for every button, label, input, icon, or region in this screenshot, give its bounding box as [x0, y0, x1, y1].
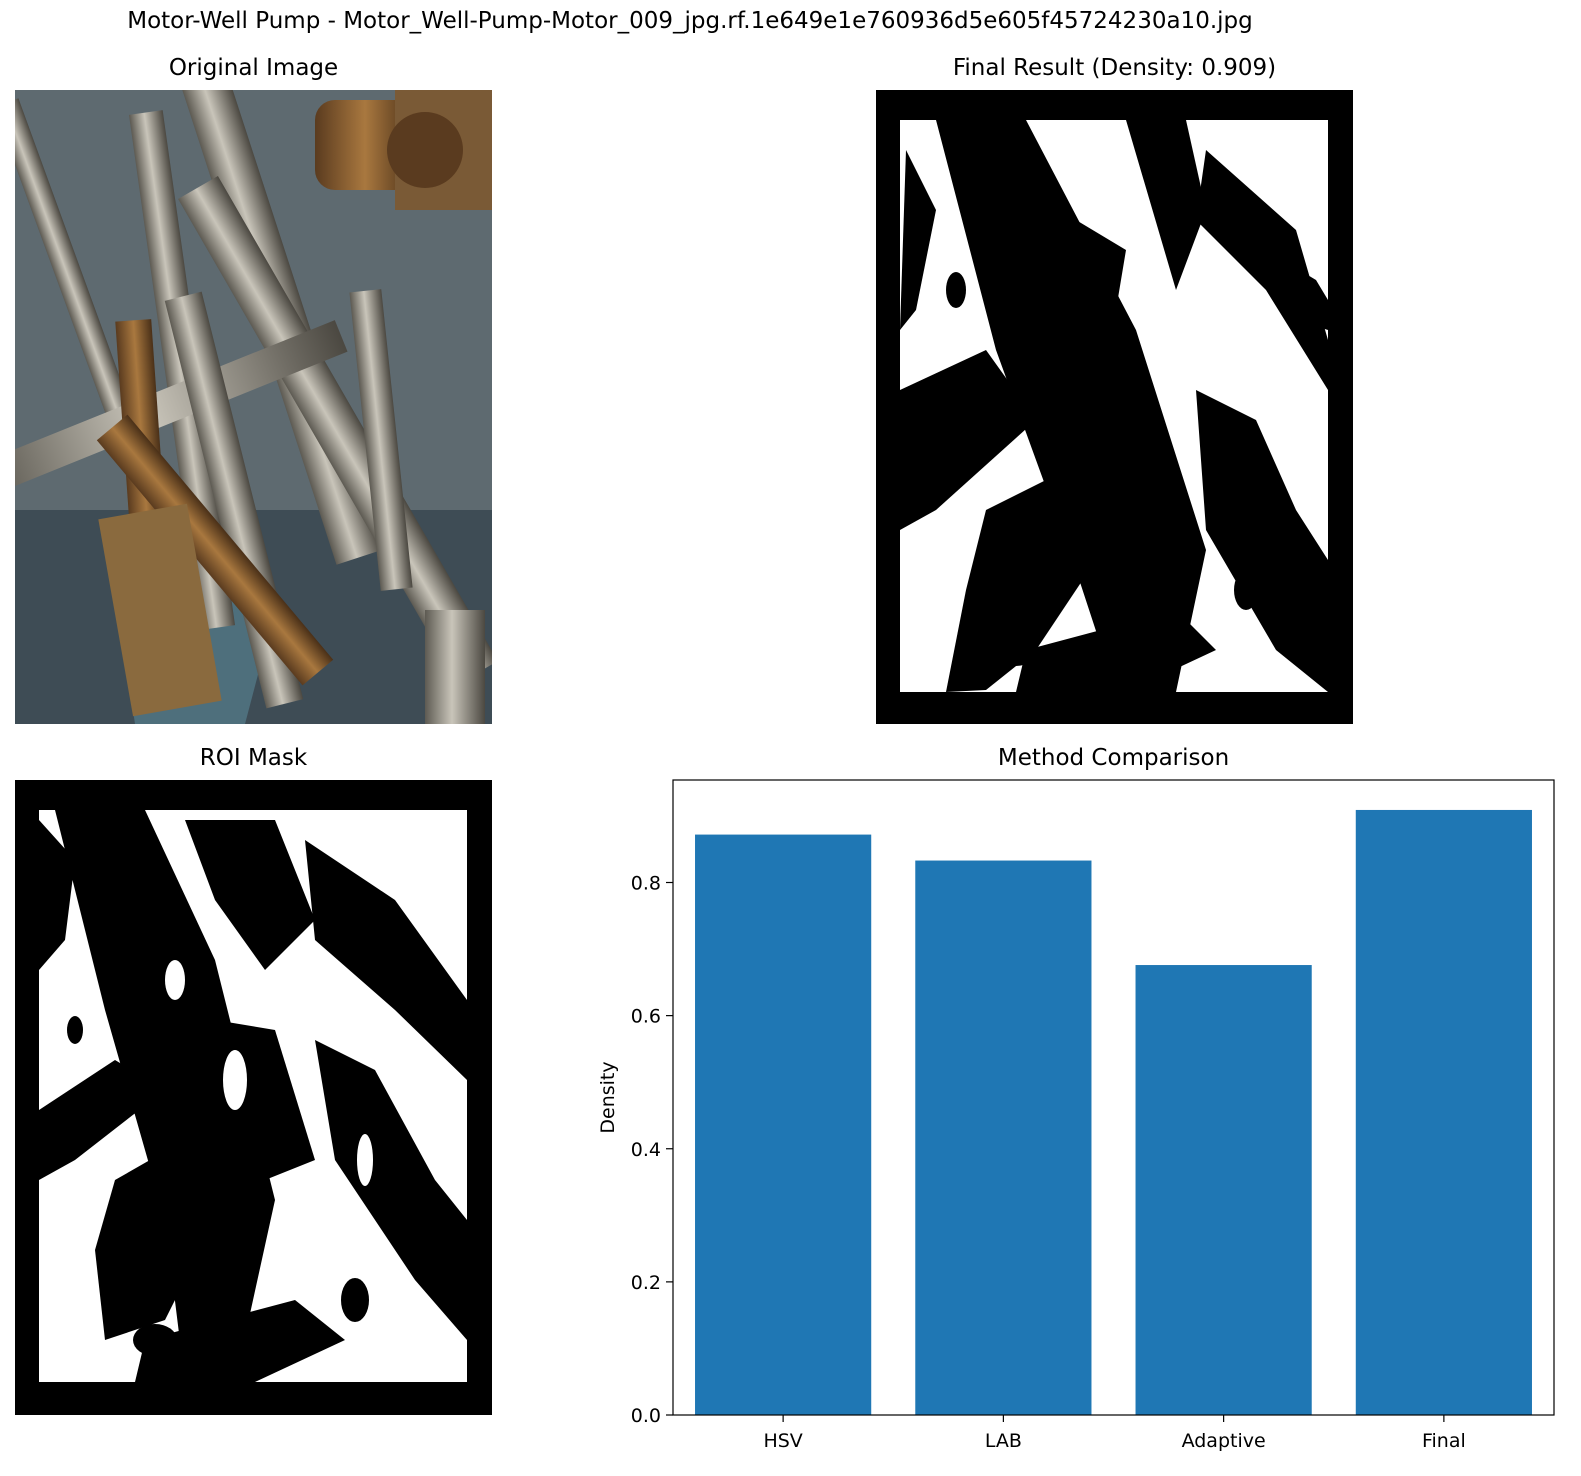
chart-axes-frame — [672, 779, 1555, 1416]
roi-mask — [15, 780, 492, 1415]
y-tick-label: 0.8 — [631, 873, 661, 895]
chart-title: Method Comparison — [997, 745, 1230, 771]
figure-suptitle: Motor-Well Pump - Motor_Well-Pump-Motor_… — [127, 8, 1253, 34]
roi-mask-title: ROI Mask — [199, 745, 308, 771]
scrap-pipes-photo — [15, 90, 492, 724]
original-image-title: Original Image — [168, 55, 339, 81]
original-image — [15, 90, 492, 724]
roi-mask-image — [15, 780, 492, 1415]
final-result-mask — [876, 90, 1353, 724]
y-tick-label: 0.0 — [631, 1405, 661, 1427]
x-tick-label: Adaptive — [1182, 1430, 1266, 1452]
y-tick-label: 0.6 — [631, 1006, 661, 1028]
y-tick-label: 0.2 — [631, 1272, 661, 1294]
y-tick-label: 0.4 — [631, 1139, 661, 1161]
final-result-title: Final Result (Density: 0.909) — [952, 55, 1277, 81]
final-mask-image — [876, 90, 1353, 724]
x-tick-label: LAB — [985, 1430, 1022, 1452]
bar-hsv — [695, 834, 872, 1415]
bar-lab — [915, 860, 1092, 1415]
x-tick-label: Final — [1422, 1430, 1466, 1452]
y-axis-label: Density — [597, 1061, 619, 1133]
x-tick-label: HSV — [763, 1430, 802, 1452]
bar-adaptive — [1135, 965, 1312, 1415]
bar-final — [1355, 809, 1532, 1415]
